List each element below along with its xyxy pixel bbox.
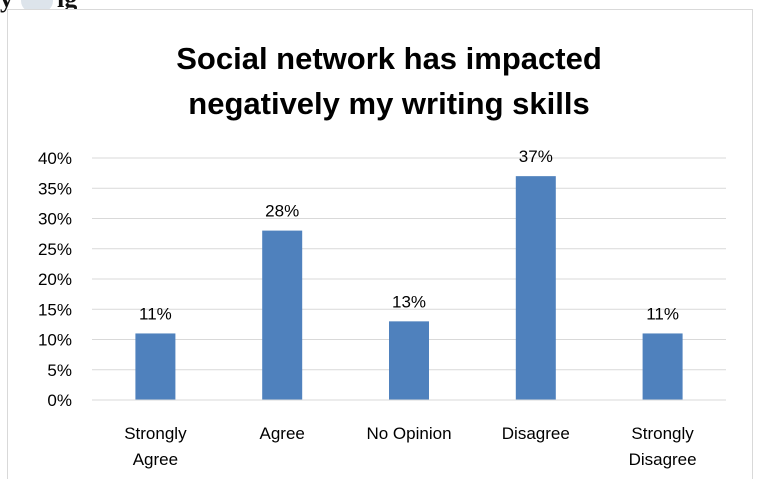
y-tick-label: 30%	[38, 210, 72, 229]
y-tick-label: 20%	[38, 270, 72, 289]
x-tick-label: No Opinion	[366, 424, 451, 443]
x-tick-label: Disagree	[502, 424, 570, 443]
y-tick-label: 10%	[38, 331, 72, 350]
data-label: 37%	[519, 147, 553, 166]
y-tick-label: 40%	[38, 149, 72, 168]
y-tick-label: 35%	[38, 179, 72, 198]
data-label: 13%	[392, 292, 426, 311]
x-tick-label: Agree	[133, 450, 178, 469]
x-tick-label: Agree	[260, 424, 305, 443]
data-label: 28%	[265, 202, 299, 221]
x-tick-label: Strongly	[631, 424, 694, 443]
y-tick-label: 15%	[38, 300, 72, 319]
x-axis-ticks: Strongly Agree Agree No Opinion Disagree Stro…	[124, 424, 696, 469]
chart-title-line-1: Social network has impacted	[176, 41, 602, 76]
x-tick-label: Disagree	[629, 450, 697, 469]
y-tick-label: 25%	[38, 240, 72, 259]
data-label: 11%	[646, 304, 679, 323]
y-tick-label: 5%	[47, 361, 72, 380]
bar	[642, 333, 683, 400]
data-labels: 11% 28% 13% 37% 11%	[139, 147, 679, 323]
bar	[135, 333, 176, 400]
y-tick-label: 0%	[47, 391, 72, 410]
bar-chart: Social network has impacted negatively m…	[38, 41, 726, 469]
bar	[389, 321, 429, 400]
chart-frame: Social network has impacted negatively m…	[7, 9, 753, 479]
bars	[135, 176, 683, 400]
bar	[262, 230, 303, 400]
chart-title-line-2: negatively my writing skills	[188, 86, 589, 121]
x-tick-label: Strongly	[124, 424, 187, 443]
y-axis-ticks: 0% 5% 10% 15% 20% 25% 30% 35% 40%	[38, 149, 72, 410]
bar	[515, 176, 556, 400]
data-label: 11%	[139, 304, 172, 323]
